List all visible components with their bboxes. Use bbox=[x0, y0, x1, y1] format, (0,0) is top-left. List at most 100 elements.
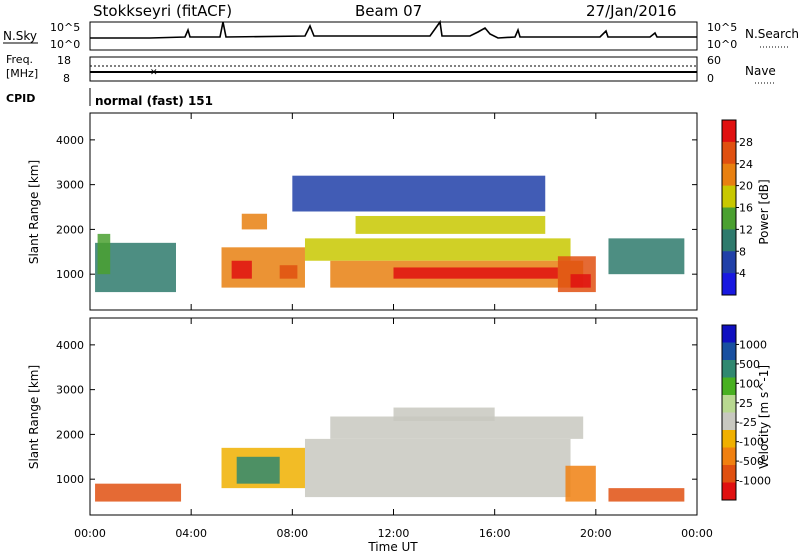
x-tick-label: 04:00 bbox=[175, 527, 207, 540]
power-colorbar-segment bbox=[722, 185, 736, 208]
velocity-colorbar-tick-label: -100 bbox=[739, 436, 764, 449]
velocity-region-4 bbox=[330, 416, 584, 439]
power-colorbar-tick-label: 16 bbox=[739, 202, 753, 215]
velocity-colorbar-segment bbox=[722, 482, 736, 501]
power-colorbar-segment bbox=[722, 141, 736, 165]
velocity-colorbar-tick-label: -25 bbox=[739, 416, 757, 429]
power-region-8 bbox=[393, 267, 558, 279]
power-region-12 bbox=[608, 238, 685, 275]
beam-title: Beam 07 bbox=[355, 2, 422, 20]
power-colorbar-segment bbox=[722, 229, 736, 252]
noise-left-tick-top: 10^5 bbox=[50, 21, 80, 34]
power-colorbar-segment bbox=[722, 163, 736, 187]
noise-right-tick-top: 10^5 bbox=[707, 21, 737, 34]
velocity-region-5 bbox=[565, 465, 596, 502]
power-colorbar-segment bbox=[722, 207, 736, 230]
velocity-x-tickmarks bbox=[89, 318, 698, 515]
x-tick-label: 20:00 bbox=[580, 527, 612, 540]
velocity-heatmap-cells bbox=[95, 407, 685, 502]
power-ytick-label: 1000 bbox=[56, 268, 84, 281]
freq-left-label-1: Freq. bbox=[6, 53, 33, 66]
noise-right-label: N.Search bbox=[745, 27, 799, 41]
power-colorbar-tick-label: 8 bbox=[739, 245, 746, 258]
x-axis-title: Time UT bbox=[367, 540, 418, 554]
power-region-5 bbox=[279, 265, 298, 279]
noise-left-tick-bottom: 10^0 bbox=[50, 38, 80, 51]
noise-left-label: N.Sky bbox=[3, 29, 37, 43]
power-region-6 bbox=[304, 238, 571, 261]
noise-right-tick-bottom: 10^0 bbox=[707, 38, 737, 51]
x-tick-label: 00:00 bbox=[681, 527, 713, 540]
power-ylabel: Slant Range [km] bbox=[27, 160, 41, 264]
freq-left-tick-top: 18 bbox=[57, 54, 71, 67]
x-tick-labels: 00:00 04:00 08:00 12:00 16:00 20:00 00:00 bbox=[74, 527, 713, 540]
power-region-9 bbox=[355, 215, 546, 234]
velocity-colorbar-segment bbox=[722, 325, 736, 343]
power-region-3 bbox=[231, 260, 252, 279]
power-colorbar-segment bbox=[722, 273, 736, 296]
velocity-ytick-label: 4000 bbox=[56, 339, 84, 352]
velocity-colorbar-tick-label: -500 bbox=[739, 455, 764, 468]
power-colorbar-tick-label: 4 bbox=[739, 267, 746, 280]
power-region-1 bbox=[97, 233, 111, 275]
cpid-label: CPID bbox=[6, 92, 35, 105]
freq-blip: ✕ bbox=[150, 68, 158, 78]
velocity-region-2 bbox=[236, 456, 280, 484]
velocity-colorbar-segment bbox=[722, 377, 736, 396]
velocity-colorbar-tick-label: 25 bbox=[739, 397, 753, 410]
x-tick-label: 16:00 bbox=[479, 527, 511, 540]
velocity-colorbar-segment bbox=[722, 342, 736, 361]
power-colorbar-segment bbox=[722, 251, 736, 274]
velocity-colorbar: Velocity [m s^-1] 1000 500 100 25 -25 -100 -50… bbox=[721, 324, 771, 501]
x-tick-label: 12:00 bbox=[378, 527, 410, 540]
power-x-tickmarks bbox=[89, 113, 698, 310]
velocity-ylabel: Slant Range [km] bbox=[27, 365, 41, 469]
velocity-region-0 bbox=[95, 483, 182, 502]
cpid-value: normal (fast) 151 bbox=[95, 94, 213, 108]
freq-right-tick-top: 60 bbox=[707, 54, 721, 67]
power-heatmap-cells bbox=[95, 175, 685, 293]
power-region-11 bbox=[570, 274, 591, 288]
velocity-region-3 bbox=[304, 438, 571, 498]
power-ytick-label: 2000 bbox=[56, 223, 84, 236]
velocity-colorbar-label: Velocity [m s^-1] bbox=[757, 365, 771, 469]
power-colorbar-label: Power [dB] bbox=[757, 179, 771, 244]
x-tick-label: 00:00 bbox=[74, 527, 106, 540]
velocity-colorbar-segment bbox=[722, 360, 736, 378]
power-colorbar-tick-label: 24 bbox=[739, 158, 753, 171]
power-panel: 1000 2000 3000 4000 Slant Range [km] bbox=[27, 112, 698, 311]
velocity-ytick-label: 2000 bbox=[56, 428, 84, 441]
noise-panel-frame bbox=[89, 21, 698, 51]
power-ytick-label: 3000 bbox=[56, 179, 84, 192]
velocity-y-ticks: 1000 2000 3000 4000 bbox=[56, 339, 697, 486]
station-title: Stokkseyri (fitACF) bbox=[93, 2, 232, 20]
velocity-region-6 bbox=[608, 488, 685, 502]
power-colorbar-tick-label: 20 bbox=[739, 180, 753, 193]
power-ytick-label: 4000 bbox=[56, 134, 84, 147]
freq-left-tick-bottom: 8 bbox=[63, 72, 70, 85]
velocity-colorbar-segment bbox=[722, 447, 736, 466]
velocity-colorbar-tick-label: -1000 bbox=[739, 475, 771, 488]
freq-right-tick-bottom: 0 bbox=[707, 72, 714, 85]
power-region-4 bbox=[241, 213, 268, 230]
noise-sky-line bbox=[90, 19, 697, 39]
power-colorbar-tick-label: 12 bbox=[739, 223, 753, 236]
freq-right-label: Nave bbox=[745, 64, 776, 78]
power-colorbar: Power [dB] 4 8 12 16 20 24 28 bbox=[721, 119, 771, 296]
velocity-colorbar-segment bbox=[722, 395, 736, 413]
velocity-colorbar-tick-label: 100 bbox=[739, 377, 760, 390]
freq-left-label-2: [MHz] bbox=[6, 67, 38, 80]
power-colorbar-tick-label: 28 bbox=[739, 136, 753, 149]
velocity-colorbar-tick-label: 500 bbox=[739, 358, 760, 371]
velocity-ytick-label: 3000 bbox=[56, 384, 84, 397]
velocity-ytick-label: 1000 bbox=[56, 473, 84, 486]
date-title: 27/Jan/2016 bbox=[586, 2, 677, 20]
velocity-colorbar-tick-label: 1000 bbox=[739, 338, 767, 351]
power-y-ticks: 1000 2000 3000 4000 bbox=[56, 134, 697, 281]
velocity-colorbar-frame bbox=[721, 324, 737, 501]
power-colorbar-segment bbox=[722, 120, 736, 143]
freq-panel-frame bbox=[89, 56, 698, 82]
power-region-13 bbox=[292, 175, 546, 212]
x-tick-label: 08:00 bbox=[276, 527, 308, 540]
